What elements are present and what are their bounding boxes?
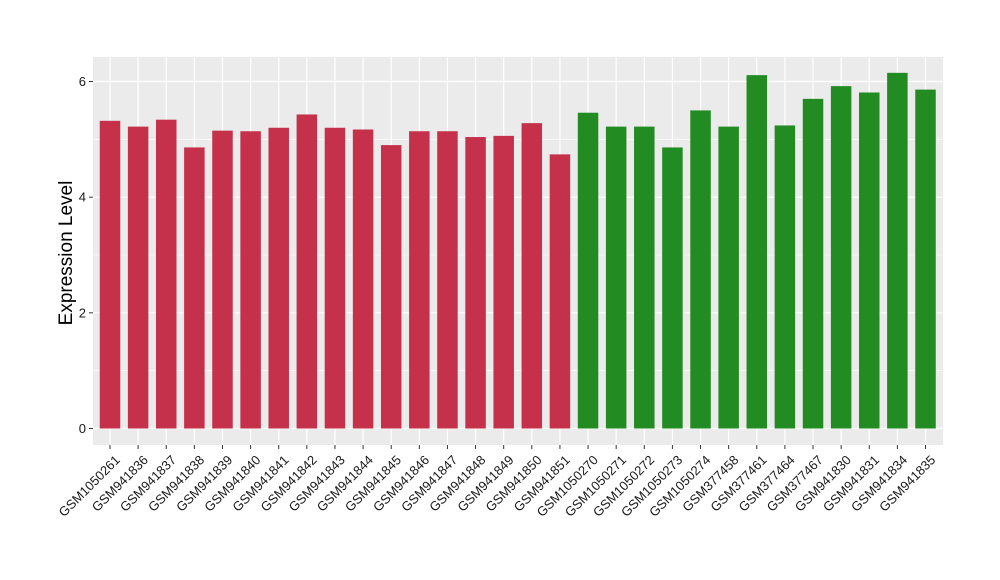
- bar-GSM941838: [184, 147, 205, 429]
- bar-GSM941837: [155, 119, 177, 429]
- y-tick-label: 4: [79, 190, 86, 205]
- bar-GSM941849: [493, 135, 514, 429]
- bars: [99, 72, 936, 429]
- bar-GSM941845: [380, 145, 402, 429]
- x-axis: GSM1050261GSM941836GSM941837GSM941838GSM…: [56, 445, 938, 520]
- bar-GSM1050261: [99, 120, 121, 429]
- bar-GSM941843: [324, 127, 346, 429]
- bar-GSM941842: [296, 114, 318, 429]
- bar-GSM941841: [268, 127, 289, 429]
- y-tick-label: 0: [79, 421, 86, 436]
- bar-GSM377467: [802, 98, 824, 429]
- y-axis-title: Expression Level: [56, 181, 77, 326]
- bar-GSM941851: [549, 154, 571, 429]
- plot-panel: [93, 57, 943, 445]
- bar-GSM941836: [127, 126, 149, 429]
- bar-GSM941848: [465, 137, 486, 429]
- bar-GSM377458: [718, 126, 739, 429]
- bar-GSM941846: [409, 131, 430, 429]
- bar-GSM941835: [915, 89, 936, 429]
- bar-GSM377464: [774, 125, 796, 429]
- bar-GSM1050271: [605, 126, 627, 429]
- bar-GSM941844: [352, 129, 374, 429]
- bar-GSM1050270: [577, 112, 599, 429]
- bar-GSM377461: [746, 75, 768, 429]
- bar-GSM941834: [887, 72, 908, 429]
- y-axis: 0 2 4 6: [79, 74, 93, 436]
- bar-GSM1050272: [634, 126, 655, 429]
- bar-GSM941830: [830, 86, 852, 429]
- y-tick-label: 6: [79, 74, 86, 89]
- bar-GSM941850: [521, 123, 543, 429]
- bar-GSM1050273: [662, 147, 683, 429]
- bar-GSM941840: [240, 131, 261, 429]
- bar-GSM941847: [437, 131, 458, 429]
- bar-GSM941839: [212, 130, 233, 429]
- y-tick-label: 2: [79, 305, 86, 320]
- bar-GSM941831: [859, 92, 880, 429]
- bar-GSM1050274: [690, 110, 711, 429]
